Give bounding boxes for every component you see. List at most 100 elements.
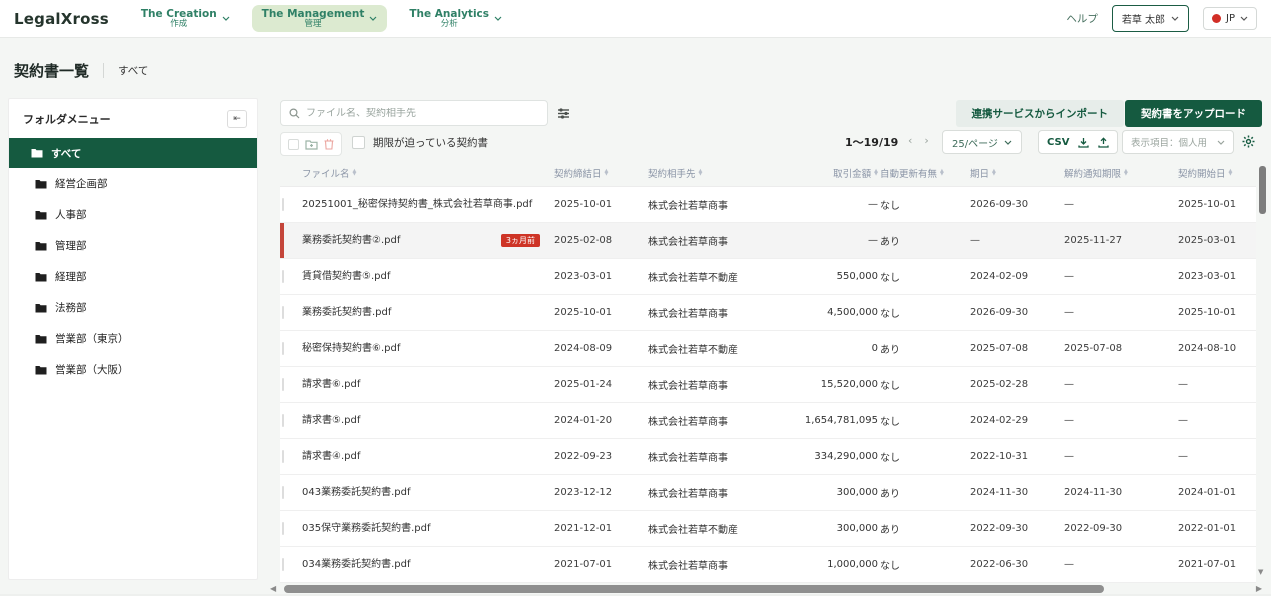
file-name[interactable]: 賃貸借契約書⑤.pdf	[302, 271, 391, 282]
pagination-range: 1〜19/19	[845, 136, 899, 149]
folder-icon	[35, 179, 47, 189]
file-name[interactable]: 業務委託契約書.pdf	[302, 307, 392, 318]
table-row[interactable]: 請求書④.pdf 2022-09-23 株式会社若草商事 334,290,000…	[280, 439, 1256, 475]
column-header[interactable]: ファイル名 ▲ ▼	[302, 168, 357, 181]
column-header[interactable]: 解約通知期限 ▲ ▼	[1064, 168, 1128, 181]
search-input[interactable]	[306, 107, 539, 119]
column-header[interactable]: 契約締結日 ▲ ▼	[554, 168, 609, 181]
scroll-right-arrow-icon[interactable]: ▶	[1255, 583, 1262, 593]
due-date: 2024-02-09	[970, 271, 1029, 282]
user-menu[interactable]: 若草 太郎	[1111, 5, 1190, 32]
sort-icon[interactable]: ▲ ▼	[992, 168, 996, 177]
csv-button[interactable]: CSV	[1047, 136, 1070, 148]
sidebar-folder-item[interactable]: 管理部	[9, 230, 257, 261]
sidebar-folder-item[interactable]: 営業部（東京）	[9, 323, 257, 354]
nav-tab[interactable]: The Management 管理	[251, 4, 388, 33]
sort-icon[interactable]: ▲ ▼	[352, 168, 357, 177]
row-checkbox[interactable]	[282, 450, 284, 463]
nav-tab[interactable]: The Analytics 分析	[399, 5, 512, 33]
column-header[interactable]: 自動更新有無 ▲ ▼	[880, 168, 944, 181]
file-name[interactable]: 034業務委託契約書.pdf	[302, 559, 411, 570]
import-button[interactable]: 連携サービスからインポート	[955, 100, 1124, 127]
column-header[interactable]: 契約相手先 ▲ ▼	[648, 168, 703, 181]
vertical-scrollbar[interactable]	[1259, 162, 1266, 574]
sort-icon[interactable]: ▲ ▼	[1228, 168, 1233, 177]
row-checkbox[interactable]	[282, 486, 284, 499]
column-header[interactable]: 契約開始日 ▲ ▼	[1178, 168, 1233, 181]
nav-tab[interactable]: The Creation 作成	[131, 5, 240, 33]
table-row[interactable]: 請求書⑥.pdf 2025-01-24 株式会社若草商事 15,520,000 …	[280, 367, 1256, 403]
vertical-scrollbar-thumb[interactable]	[1259, 166, 1266, 214]
sort-icon[interactable]: ▲ ▼	[698, 168, 703, 177]
file-name[interactable]: 業務委託契約書②.pdf	[302, 235, 401, 246]
sort-icon[interactable]: ▲ ▼	[604, 168, 609, 177]
display-items-select[interactable]: 表示項目：個人用	[1122, 130, 1234, 154]
row-checkbox[interactable]	[282, 558, 284, 571]
sidebar-folder-item[interactable]: 営業部（大阪）	[9, 354, 257, 385]
file-name[interactable]: 035保守業務委託契約書.pdf	[302, 523, 431, 534]
sidebar-folder-item[interactable]: 経理部	[9, 261, 257, 292]
row-checkbox[interactable]	[282, 270, 284, 283]
column-header[interactable]: 期日 ▲ ▼	[970, 168, 996, 181]
row-checkbox[interactable]	[282, 414, 284, 427]
horizontal-scrollbar[interactable]: ◀ ▶	[270, 582, 1262, 594]
partner-name: 株式会社若草商事	[648, 237, 728, 248]
language-code: JP	[1226, 13, 1235, 24]
table-row[interactable]: 業務委託契約書②.pdf 3ヵ月前 2025-02-08 株式会社若草商事 — …	[280, 223, 1256, 259]
file-name[interactable]: 請求書⑥.pdf	[302, 379, 361, 390]
move-to-folder-icon[interactable]	[305, 139, 318, 150]
delete-icon[interactable]	[324, 138, 334, 150]
row-checkbox[interactable]	[282, 378, 284, 391]
file-name[interactable]: 秘密保持契約書⑥.pdf	[302, 343, 401, 354]
column-header[interactable]: 取引金額 ▲ ▼	[833, 168, 878, 181]
upload-icon[interactable]	[1098, 136, 1110, 148]
folder-list: すべて 経営企画部 人事部 管理部 経理部 法務部 営業部（東京	[9, 138, 257, 385]
filter-icon[interactable]	[557, 105, 570, 124]
file-name[interactable]: 請求書④.pdf	[302, 451, 361, 462]
table-row[interactable]: 賃貸借契約書⑤.pdf 2023-03-01 株式会社若草不動産 550,000…	[280, 259, 1256, 295]
sidebar-folder-item[interactable]: すべて	[9, 138, 257, 168]
download-icon[interactable]	[1078, 137, 1090, 148]
file-name[interactable]: 20251001_秘密保持契約書_株式会社若草商事.pdf	[302, 199, 533, 210]
due-date: 2025-02-28	[970, 379, 1029, 390]
horizontal-scrollbar-thumb[interactable]	[284, 584, 1104, 593]
help-link[interactable]: ヘルプ	[1066, 13, 1098, 25]
concluded-date: 2024-08-09	[554, 343, 613, 354]
chevron-down-icon	[1004, 140, 1012, 145]
topbar-right: ヘルプ 若草 太郎 JP	[1066, 5, 1257, 32]
upload-button[interactable]: 契約書をアップロード	[1125, 100, 1262, 127]
scroll-down-arrow-icon[interactable]: ▼	[1258, 568, 1264, 576]
sidebar-folder-item[interactable]: 経営企画部	[9, 168, 257, 199]
deadline-filter-checkbox[interactable]	[352, 136, 365, 149]
sidebar-folder-item[interactable]: 法務部	[9, 292, 257, 323]
horizontal-scrollbar-track[interactable]	[280, 584, 1252, 593]
scroll-left-arrow-icon[interactable]: ◀	[270, 583, 277, 593]
table-row[interactable]: 20251001_秘密保持契約書_株式会社若草商事.pdf 2025-10-01…	[280, 187, 1256, 223]
sort-icon[interactable]: ▲ ▼	[874, 168, 878, 177]
file-name[interactable]: 請求書⑤.pdf	[302, 415, 361, 426]
language-selector[interactable]: JP	[1203, 7, 1257, 30]
file-name[interactable]: 043業務委託契約書.pdf	[302, 487, 411, 498]
gear-icon[interactable]	[1242, 133, 1255, 152]
table-row[interactable]: 034業務委託契約書.pdf 2021-07-01 株式会社若草商事 1,000…	[280, 547, 1256, 583]
row-checkbox[interactable]	[282, 234, 284, 247]
table-row[interactable]: 請求書⑤.pdf 2024-01-20 株式会社若草商事 1,654,781,0…	[280, 403, 1256, 439]
cancel-notice-deadline: 2025-07-08	[1064, 343, 1123, 354]
sidebar-collapse-button[interactable]: ⇤	[227, 110, 247, 128]
row-checkbox[interactable]	[282, 198, 284, 211]
concluded-date: 2021-12-01	[554, 523, 613, 534]
table-row[interactable]: 秘密保持契約書⑥.pdf 2024-08-09 株式会社若草不動産 0 あり 2…	[280, 331, 1256, 367]
prev-page-button[interactable]: ‹	[908, 134, 913, 147]
table-row[interactable]: 043業務委託契約書.pdf 2023-12-12 株式会社若草商事 300,0…	[280, 475, 1256, 511]
sidebar-folder-item[interactable]: 人事部	[9, 199, 257, 230]
row-checkbox[interactable]	[282, 306, 284, 319]
table-row[interactable]: 業務委託契約書.pdf 2025-10-01 株式会社若草商事 4,500,00…	[280, 295, 1256, 331]
row-checkbox[interactable]	[282, 522, 284, 535]
sort-icon[interactable]: ▲ ▼	[1124, 168, 1128, 177]
sort-icon[interactable]: ▲ ▼	[940, 168, 944, 177]
row-checkbox[interactable]	[282, 342, 284, 355]
next-page-button[interactable]: ›	[924, 134, 929, 147]
select-all-checkbox[interactable]	[288, 138, 299, 150]
table-row[interactable]: 035保守業務委託契約書.pdf 2021-12-01 株式会社若草不動産 30…	[280, 511, 1256, 547]
per-page-select[interactable]: 25/ページ	[942, 130, 1022, 154]
